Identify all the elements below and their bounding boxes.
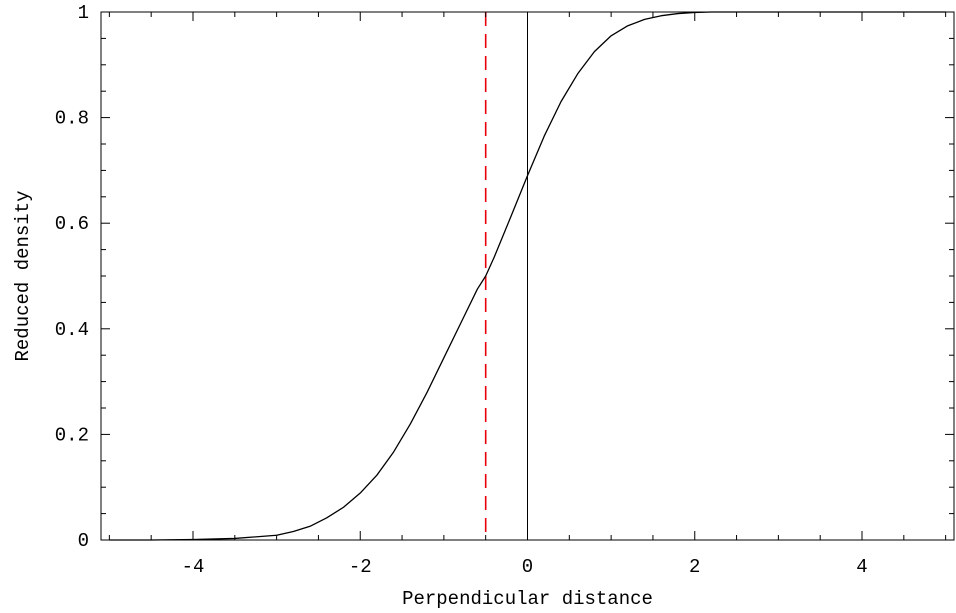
x-tick-label: -2 bbox=[349, 556, 372, 578]
x-axis-ticks: -4 -2 0 2 4 bbox=[108, 12, 947, 578]
y-tick-label: 0.2 bbox=[55, 424, 89, 446]
x-axis-label: Perpendicular distance bbox=[402, 588, 653, 610]
y-tick-label: 1 bbox=[78, 2, 89, 24]
series-layer bbox=[109, 11, 946, 541]
y-tick-label: 0.8 bbox=[55, 108, 89, 130]
x-tick-label: -4 bbox=[182, 556, 205, 578]
reference-lines bbox=[484, 12, 528, 540]
x-tick-label: 4 bbox=[856, 556, 867, 578]
x-tick-label: 2 bbox=[689, 556, 700, 578]
y-tick-label: 0.4 bbox=[55, 319, 89, 341]
y-axis-ticks: 0 0.2 0.4 0.6 0.8 1 bbox=[55, 2, 954, 552]
y-tick-label: 0.6 bbox=[55, 213, 89, 235]
density-curve bbox=[109, 11, 946, 541]
y-tick-label: 0 bbox=[78, 530, 89, 552]
x-tick-label: 0 bbox=[522, 556, 533, 578]
y-axis-label: Reduced density bbox=[12, 190, 34, 361]
